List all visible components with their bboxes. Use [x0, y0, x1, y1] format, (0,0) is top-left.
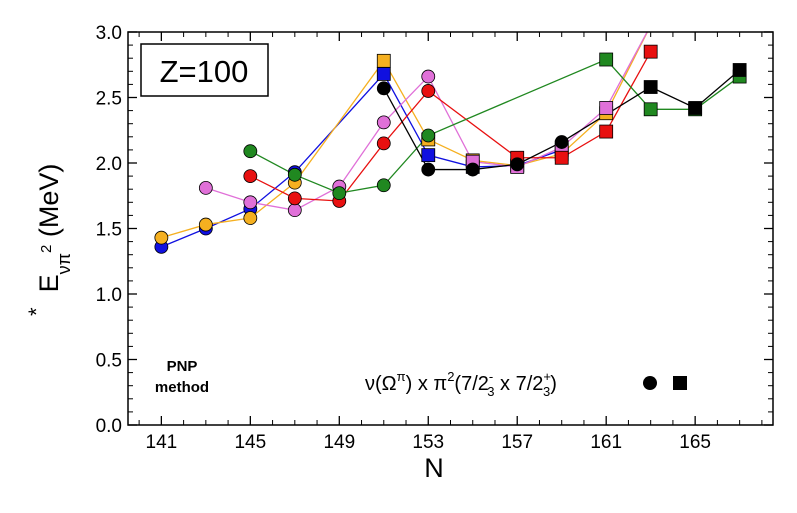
- data-point-circle: [243, 195, 258, 210]
- series-line-blue: [161, 72, 562, 248]
- data-point-circle: [198, 180, 213, 195]
- data-point-square: [376, 67, 391, 81]
- data-point-circle: [421, 128, 436, 143]
- x-tick-label: 161: [590, 432, 622, 453]
- y-axis-title: Eνπ2 (MeV) *: [24, 164, 74, 316]
- y-tick-label: 2.0: [96, 154, 122, 175]
- legend-formula: ν(Ωπ) x π2(7/2-3 x 7/2+ 3): [365, 369, 557, 399]
- data-point-square: [421, 148, 436, 163]
- legend-circle-marker: [643, 376, 657, 390]
- y-tick-label: 1.0: [96, 285, 122, 306]
- data-point-circle: [421, 162, 436, 177]
- data-point-square: [554, 150, 569, 165]
- series-layer: [154, 32, 747, 254]
- data-point-circle: [154, 230, 169, 245]
- y-tick-label: 3.0: [96, 23, 122, 44]
- data-point-circle: [287, 203, 302, 218]
- svg-text:Eνπ2 (MeV): Eνπ2 (MeV): [34, 164, 74, 293]
- x-tick-label: 153: [412, 432, 444, 453]
- x-tick-label: 141: [146, 432, 178, 453]
- data-point-circle: [510, 157, 525, 172]
- data-point-square: [643, 44, 658, 59]
- method-label-line2: method: [155, 379, 209, 396]
- ticks-layer: 141 145 149 153 157 161 165 0.0 0.5 1.0 1.5 2.0 2.5 3…: [96, 23, 773, 453]
- chart-title: Z=100: [160, 54, 249, 89]
- x-tick-label: 149: [323, 432, 355, 453]
- series-green: [250, 58, 741, 194]
- data-point-circle: [376, 115, 391, 130]
- legend: ν(Ω^π) x π²(7/2₃⁻ x 7/2₃⁺) ν(Ωπ) x π2(7/…: [365, 369, 687, 399]
- y-axis-star: *: [24, 307, 49, 316]
- data-point-square: [688, 101, 703, 115]
- data-point-circle: [243, 211, 258, 225]
- data-point-square: [599, 101, 614, 115]
- y-tick-label: 0.0: [96, 416, 122, 437]
- data-point-circle: [421, 84, 436, 98]
- data-point-square: [599, 124, 614, 139]
- data-point-square: [732, 63, 747, 77]
- legend-square-marker: [673, 376, 687, 390]
- x-tick-label: 157: [501, 432, 533, 453]
- data-point-circle: [376, 136, 391, 151]
- series-line-green: [250, 58, 741, 194]
- data-point-square: [643, 80, 658, 94]
- series-line-black: [383, 69, 741, 171]
- x-tick-label: 145: [234, 432, 266, 453]
- data-point-circle: [198, 217, 213, 232]
- series-blue: [161, 72, 562, 248]
- data-point-square: [643, 32, 658, 33]
- x-tick-label: 165: [679, 432, 711, 453]
- method-label-line1: PNP: [167, 358, 198, 375]
- data-point-circle: [243, 144, 258, 159]
- x-axis-title: N: [424, 453, 444, 483]
- data-point-square: [643, 32, 658, 33]
- data-point-circle: [554, 135, 569, 149]
- title-box: Z=100: [140, 43, 269, 97]
- data-point-circle: [376, 81, 391, 96]
- series-markers-green: [243, 52, 747, 201]
- data-point-circle: [287, 167, 302, 182]
- data-point-circle: [332, 186, 347, 201]
- data-point-circle: [376, 178, 391, 193]
- series-line-pink: [205, 32, 648, 211]
- data-point-circle: [243, 169, 258, 184]
- data-point-circle: [287, 191, 302, 206]
- data-point-square: [599, 52, 614, 67]
- y-tick-label: 0.5: [96, 351, 122, 372]
- series-markers-black: [376, 63, 747, 177]
- y-tick-label: 1.5: [96, 220, 122, 241]
- series-black: [383, 69, 741, 171]
- y-tick-label: 2.5: [96, 89, 122, 110]
- series-pink: [205, 32, 648, 211]
- data-point-square: [376, 53, 391, 68]
- data-point-circle: [465, 162, 480, 177]
- data-point-square: [643, 102, 658, 117]
- data-point-circle: [421, 69, 436, 84]
